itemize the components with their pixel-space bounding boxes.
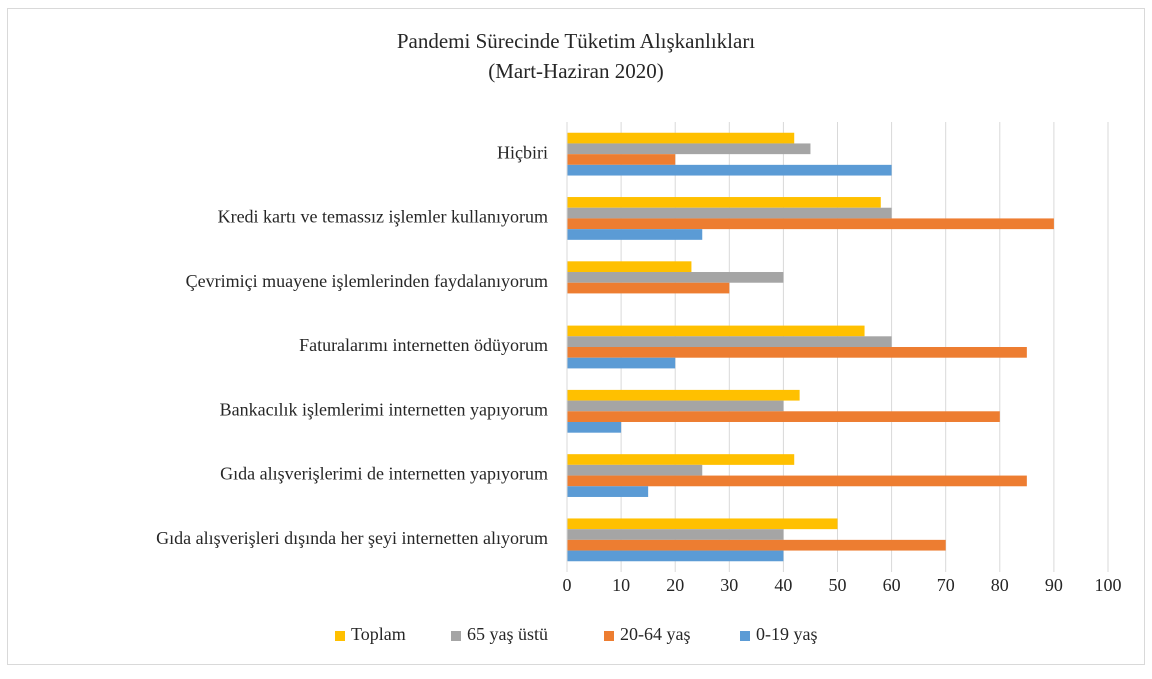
x-tick-label: 0 [563, 575, 572, 595]
bar [567, 400, 784, 412]
bar [567, 132, 795, 144]
bar [567, 143, 811, 155]
bar [567, 486, 649, 497]
bar [567, 154, 676, 165]
legend-label: 65 yaş üstü [467, 624, 548, 644]
bar [567, 347, 1027, 358]
bar [567, 229, 703, 240]
category-label: Gıda alışverişlerimi de internetten yapı… [220, 464, 548, 484]
x-tick-label: 90 [1045, 575, 1063, 595]
legend-swatch [740, 631, 750, 641]
x-tick-label: 30 [720, 575, 738, 595]
bar [567, 464, 703, 476]
bar [567, 550, 784, 562]
bar [567, 421, 622, 433]
bar [567, 218, 1054, 230]
legend-label: Toplam [351, 624, 406, 644]
bar [567, 475, 1027, 487]
x-tick-label: 50 [829, 575, 847, 595]
category-label: Kredi kartı ve temassız işlemler kullanı… [218, 207, 548, 227]
legend-swatch [451, 631, 461, 641]
x-tick-label: 60 [883, 575, 901, 595]
bar [567, 389, 800, 401]
x-tick-label: 80 [991, 575, 1009, 595]
bar [567, 261, 692, 273]
chart-title: Pandemi Sürecinde Tüketim Alışkanlıkları [397, 29, 755, 53]
legend-swatch [335, 631, 345, 641]
x-tick-label: 10 [612, 575, 630, 595]
category-label: Hiçbiri [497, 142, 548, 162]
x-tick-label: 40 [774, 575, 792, 595]
category-label: Gıda alışverişleri dışında her şeyi inte… [156, 528, 548, 548]
category-label: Bankacılık işlemlerimi internetten yapıy… [220, 399, 548, 419]
bar [567, 164, 892, 176]
bar [567, 272, 784, 283]
legend-label: 0-19 yaş [756, 624, 818, 644]
chart-subtitle: (Mart-Haziran 2020) [488, 59, 664, 83]
bar [567, 357, 676, 369]
bar [567, 336, 892, 347]
bar [567, 282, 730, 294]
bar [567, 454, 795, 465]
bar [567, 529, 784, 540]
x-tick-label: 70 [937, 575, 955, 595]
bar [567, 539, 946, 551]
bar [567, 197, 881, 208]
bar [567, 411, 1000, 422]
legend-swatch [604, 631, 614, 641]
category-label: Faturalarımı internetten ödüyorum [299, 335, 548, 355]
x-tick-label: 20 [666, 575, 684, 595]
x-tick-label: 100 [1095, 575, 1122, 595]
bar [567, 207, 892, 219]
bar [567, 518, 838, 530]
category-label: Çevrimiçi muayene işlemlerinden faydalan… [186, 271, 548, 291]
legend-label: 20-64 yaş [620, 624, 691, 644]
bar [567, 325, 865, 337]
